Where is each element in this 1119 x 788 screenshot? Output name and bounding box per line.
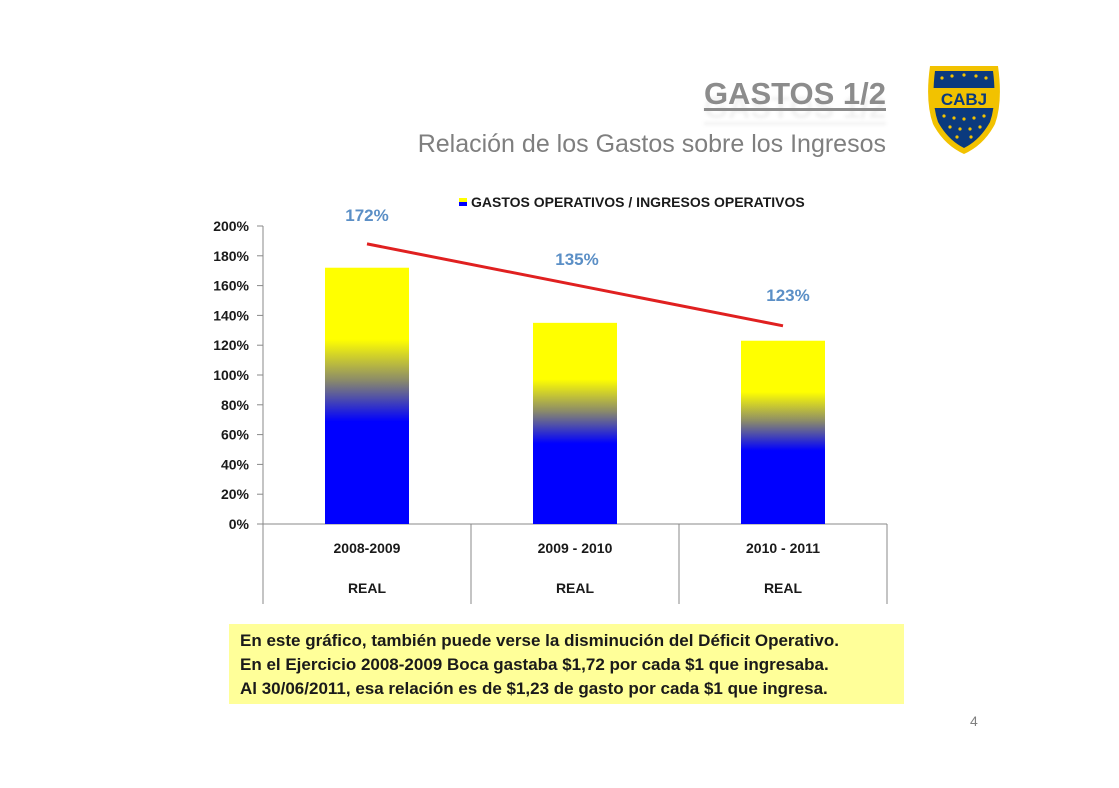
y-tick-label: 20% (221, 486, 250, 502)
legend-swatch-yellow (459, 198, 467, 202)
logo-text: CABJ (941, 90, 987, 109)
x-category-label: 2010 - 2011 (746, 540, 820, 556)
y-tick-label: 140% (213, 307, 249, 323)
bar (325, 267, 409, 524)
y-tick-label: 100% (213, 367, 249, 383)
note-line: En el Ejercicio 2008-2009 Boca gastaba $… (240, 655, 829, 674)
note-line: Al 30/06/2011, esa relación es de $1,23 … (240, 679, 828, 698)
x-category-label: 2008-2009 (334, 540, 401, 556)
legend-label: GASTOS OPERATIVOS / INGRESOS OPERATIVOS (471, 194, 805, 210)
y-tick-label: 40% (221, 456, 250, 472)
x-category-sublabel: REAL (556, 580, 595, 596)
bar-chart: GASTOS OPERATIVOS / INGRESOS OPERATIVOS … (213, 194, 888, 604)
y-tick-label: 160% (213, 278, 249, 294)
x-category-sublabel: REAL (764, 580, 803, 596)
trend-line (366, 242, 784, 328)
y-tick-label: 60% (221, 427, 250, 443)
club-crest-icon: CABJ (928, 66, 1000, 154)
page-number: 4 (970, 713, 978, 729)
data-label: 172% (345, 206, 388, 225)
x-category-sublabel: REAL (348, 580, 387, 596)
y-tick-label: 180% (213, 248, 249, 264)
page-title: GASTOS 1/2 (703, 76, 886, 111)
note-box: En este gráfico, también puede verse la … (229, 624, 904, 704)
chart-legend: GASTOS OPERATIVOS / INGRESOS OPERATIVOS (459, 194, 805, 210)
y-tick-label: 80% (221, 397, 250, 413)
y-tick-label: 120% (213, 337, 249, 353)
bar (741, 340, 825, 524)
data-label: 135% (555, 250, 598, 269)
page-subtitle: Relación de los Gastos sobre los Ingreso… (417, 130, 886, 158)
note-line: En este gráfico, también puede verse la … (240, 631, 839, 650)
x-category-label: 2009 - 2010 (538, 540, 613, 556)
y-tick-label: 200% (213, 218, 249, 234)
data-label: 123% (766, 286, 809, 305)
bar (533, 322, 617, 524)
y-tick-label: 0% (229, 516, 250, 532)
legend-swatch-blue (459, 202, 467, 206)
